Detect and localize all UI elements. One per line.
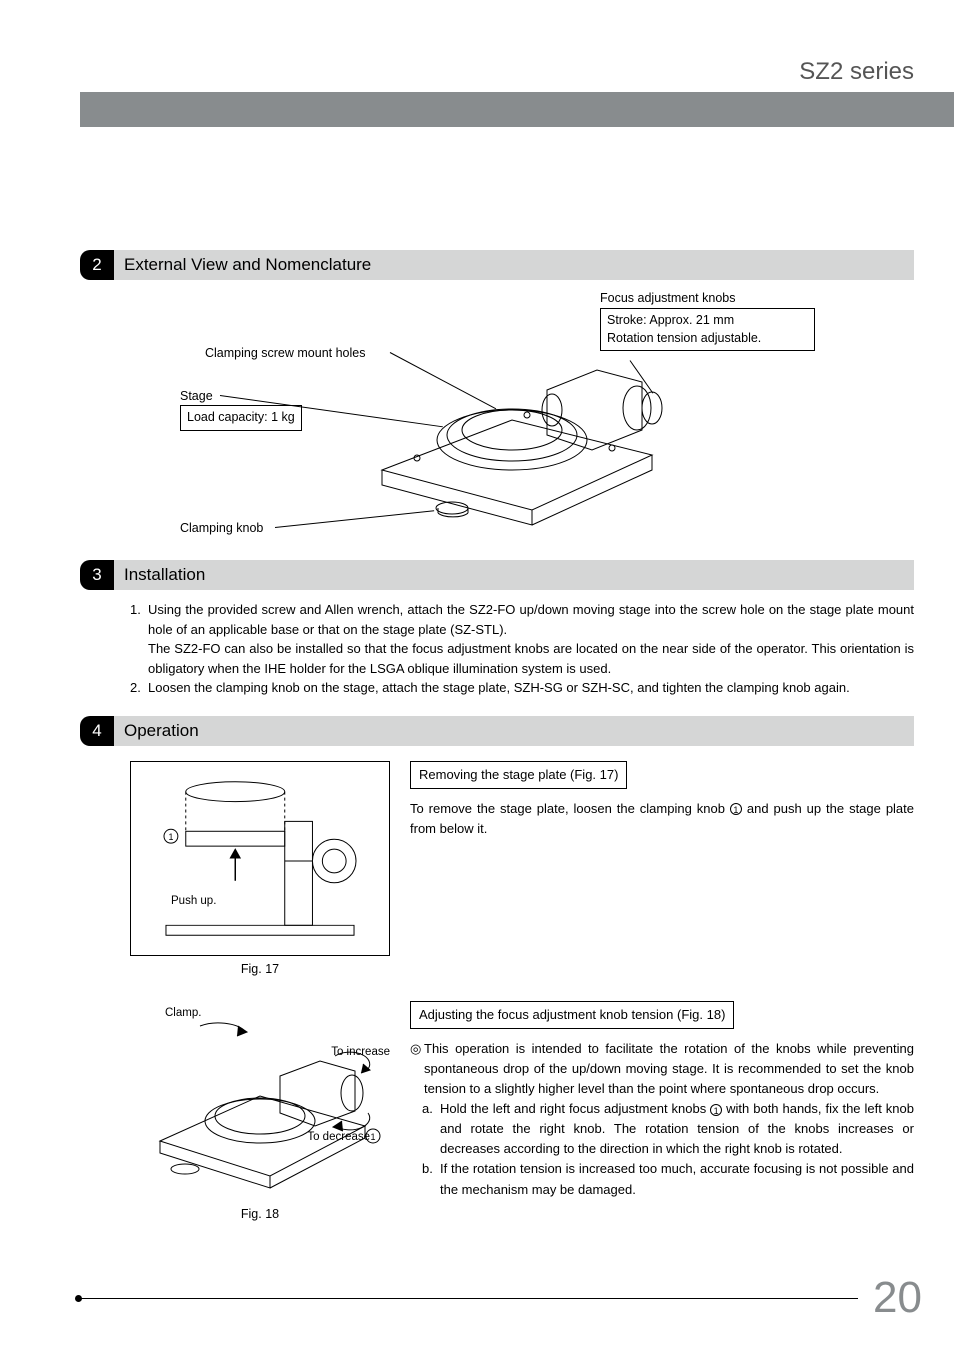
section-2-title: External View and Nomenclature (114, 250, 914, 280)
fig18-illustration: 1 (130, 1001, 390, 1201)
install-2-num: 2. (130, 678, 148, 698)
nomenclature-diagram: Focus adjustment knobs Stroke: Approx. 2… (80, 290, 914, 550)
op2-title: Adjusting the focus adjustment knob tens… (410, 1001, 734, 1029)
page-number: 20 (873, 1273, 922, 1323)
op2-note: This operation is intended to facilitate… (424, 1039, 914, 1099)
fig18-decrease: To decrease (307, 1131, 370, 1143)
op2-b: If the rotation tension is increased too… (440, 1159, 914, 1199)
fig17-box: 1 Push up. (130, 761, 390, 956)
fig17-column: 1 Push up. Fig. 17 (130, 761, 390, 976)
install-1b: The SZ2-FO can also be installed so that… (148, 641, 914, 676)
operation-row-2: 1 Clamp. To increase To decrease Fig. 18… (80, 1001, 914, 1221)
section-4-number: 4 (80, 716, 114, 746)
installation-body: 1. Using the provided screw and Allen wr… (80, 600, 914, 698)
focus-tension: Rotation tension adjustable. (607, 330, 808, 348)
fig17-pushup: Push up. (171, 895, 216, 907)
section-3-heading: 3 Installation (80, 560, 914, 590)
series-title: SZ2 series (799, 58, 914, 86)
header-bar (80, 92, 954, 127)
focus-knobs-label: Focus adjustment knobs (600, 290, 736, 308)
svg-text:1: 1 (370, 1132, 375, 1142)
focus-knobs-box: Stroke: Approx. 21 mm Rotation tension a… (600, 308, 815, 351)
op2-circ: 1 (710, 1104, 722, 1116)
section-4-title: Operation (114, 716, 914, 746)
install-2: Loosen the clamping knob on the stage, a… (148, 678, 914, 698)
fig18-box: 1 Clamp. To increase To decrease (130, 1001, 390, 1201)
clamp-holes-label: Clamping screw mount holes (205, 345, 366, 363)
op1-circ: 1 (730, 803, 742, 815)
focus-stroke: Stroke: Approx. 21 mm (607, 312, 808, 330)
fig18-clamp: Clamp. (165, 1007, 201, 1019)
section-3-title: Installation (114, 560, 914, 590)
section-4-heading: 4 Operation (80, 716, 914, 746)
fig17-illustration: 1 (131, 762, 389, 955)
header: SZ2 series (0, 0, 954, 130)
svg-text:1: 1 (168, 832, 173, 842)
section-2-number: 2 (80, 250, 114, 280)
install-1-num: 1. (130, 600, 148, 678)
fig18-column: 1 Clamp. To increase To decrease Fig. 18 (130, 1001, 390, 1221)
op1-description: Removing the stage plate (Fig. 17) To re… (410, 761, 914, 976)
page-content: 2 External View and Nomenclature (80, 250, 914, 1221)
operation-row-1: 1 Push up. Fig. 17 Removing the stage pl… (80, 761, 914, 976)
load-box: Load capacity: 1 kg (180, 405, 302, 431)
op2-a-lbl: a. (422, 1099, 440, 1159)
stage-label: Stage (180, 388, 213, 406)
op2-b-lbl: b. (422, 1159, 440, 1199)
op2-note-sym: ◎ (410, 1039, 424, 1099)
section-2-heading: 2 External View and Nomenclature (80, 250, 914, 280)
fig18-increase: To increase (331, 1046, 390, 1058)
footer-dot (75, 1295, 82, 1302)
clamp-knob-label: Clamping knob (180, 520, 263, 538)
install-1a: Using the provided screw and Allen wrenc… (148, 602, 914, 637)
footer-rule (78, 1298, 858, 1299)
fig18-caption: Fig. 18 (130, 1207, 390, 1221)
op1-text-a: To remove the stage plate, loosen the cl… (410, 801, 730, 816)
op2-description: Adjusting the focus adjustment knob tens… (410, 1001, 914, 1221)
op2-a-a: Hold the left and right focus adjustment… (440, 1101, 710, 1116)
fig17-caption: Fig. 17 (130, 962, 390, 976)
op1-title: Removing the stage plate (Fig. 17) (410, 761, 627, 789)
section-3-number: 3 (80, 560, 114, 590)
